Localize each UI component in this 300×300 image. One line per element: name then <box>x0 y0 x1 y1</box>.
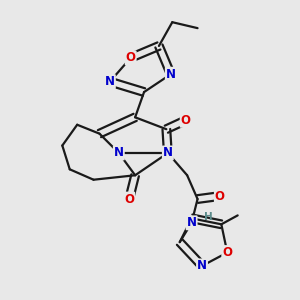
Text: O: O <box>215 190 225 202</box>
Text: N: N <box>163 146 173 160</box>
Text: N: N <box>187 216 196 229</box>
Text: H: H <box>204 212 212 222</box>
Text: O: O <box>126 51 136 64</box>
Text: N: N <box>197 260 207 272</box>
Text: O: O <box>181 114 191 127</box>
Text: O: O <box>222 246 232 259</box>
Text: N: N <box>114 146 124 160</box>
Text: N: N <box>105 75 115 88</box>
Text: N: N <box>166 68 176 81</box>
Text: O: O <box>124 193 134 206</box>
